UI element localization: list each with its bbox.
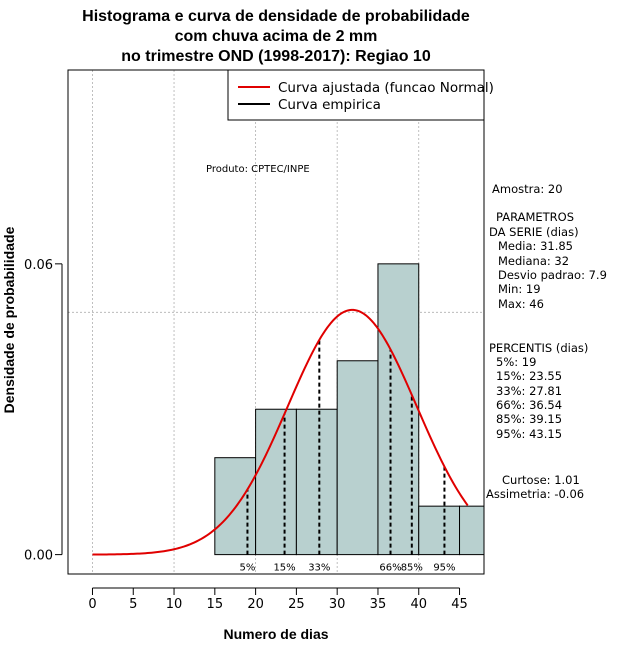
x-tick-label-2: 10 [166, 597, 183, 612]
legend-empirical-label: Curva empirica [278, 97, 381, 113]
percentile-label-0: 5% [240, 563, 256, 574]
x-tick-label-3: 15 [207, 597, 224, 612]
x-tick-label-7: 35 [370, 597, 387, 612]
x-tick-label-8: 40 [410, 597, 427, 612]
stats-panel: Amostra: 20 PARAMETROS DA SERIE (dias) M… [486, 182, 607, 501]
legend-fitted-label: Curva ajustada (funcao Normal) [278, 80, 494, 96]
stat-p33: 33%: 27.81 [496, 384, 562, 398]
stat-mediana: Mediana: 32 [498, 254, 569, 268]
x-tick-label-4: 20 [247, 597, 264, 612]
stat-min: Min: 19 [498, 282, 541, 296]
legend: Curva ajustada (funcao Normal) Curva emp… [227, 69, 494, 121]
axes: 0 5 10 15 20 25 30 35 40 45 0.00 0.06 [24, 258, 468, 612]
x-tick-label-1: 5 [129, 597, 137, 612]
stat-sample: Amostra: 20 [492, 182, 563, 196]
x-tick-label-9: 45 [451, 597, 468, 612]
percentile-label-5: 95% [433, 563, 455, 574]
histogram-bar-5 [418, 505, 461, 556]
stat-media: Media: 31.85 [498, 239, 573, 253]
histogram-bar-2 [295, 408, 338, 556]
stat-curtose: Curtose: 1.01 [502, 473, 580, 487]
stat-p95: 95%: 43.15 [496, 427, 562, 441]
x-tick-label-6: 30 [329, 597, 346, 612]
fitted-normal-curve [92, 308, 469, 556]
stat-p66: 66%: 36.54 [496, 398, 562, 412]
chart-title-line-1: Histograma e curva de densidade de proba… [82, 8, 470, 25]
stat-assimetria: Assimetria: -0.06 [486, 487, 584, 501]
percentile-lines: 5% 15% 33% 66% 85% 95% [240, 339, 456, 574]
stat-desvio: Desvio padrao: 7.9 [498, 268, 607, 282]
product-label: Produto: CPTEC/INPE [206, 164, 310, 175]
histogram-bar-3 [336, 360, 379, 556]
chart-title-line-3: no trimestre OND (1998-2017): Regiao 10 [121, 48, 431, 65]
stat-params-title: PARAMETROS [496, 210, 574, 224]
stat-max: Max: 46 [498, 297, 544, 311]
x-tick-label-0: 0 [88, 597, 96, 612]
y-tick-label-0: 0.00 [24, 549, 53, 564]
percentile-label-3: 66% [379, 563, 401, 574]
y-axis-title: Densidade de probabilidade [1, 226, 17, 413]
histogram-bars [214, 263, 485, 556]
percentile-label-4: 85% [401, 563, 423, 574]
stat-p85: 85%: 39.15 [496, 412, 562, 426]
histogram-bar-4 [377, 263, 420, 556]
stat-params-subtitle: DA SERIE (dias) [489, 225, 579, 239]
legend-box [227, 69, 485, 121]
y-tick-label-1: 0.06 [24, 258, 53, 273]
histogram-bar-6 [459, 505, 485, 556]
x-tick-label-5: 25 [288, 597, 305, 612]
percentile-label-2: 33% [308, 563, 330, 574]
fitted-curve [92, 308, 469, 556]
stat-percentis-title: PERCENTIS (dias) [489, 341, 588, 355]
stat-p5: 5%: 19 [496, 355, 536, 369]
x-axis-title: Numero de dias [223, 626, 328, 642]
chart-title-line-2: com chuva acima de 2 mm [175, 28, 378, 45]
percentile-label-1: 15% [273, 563, 295, 574]
stat-p15: 15%: 23.55 [496, 369, 562, 383]
